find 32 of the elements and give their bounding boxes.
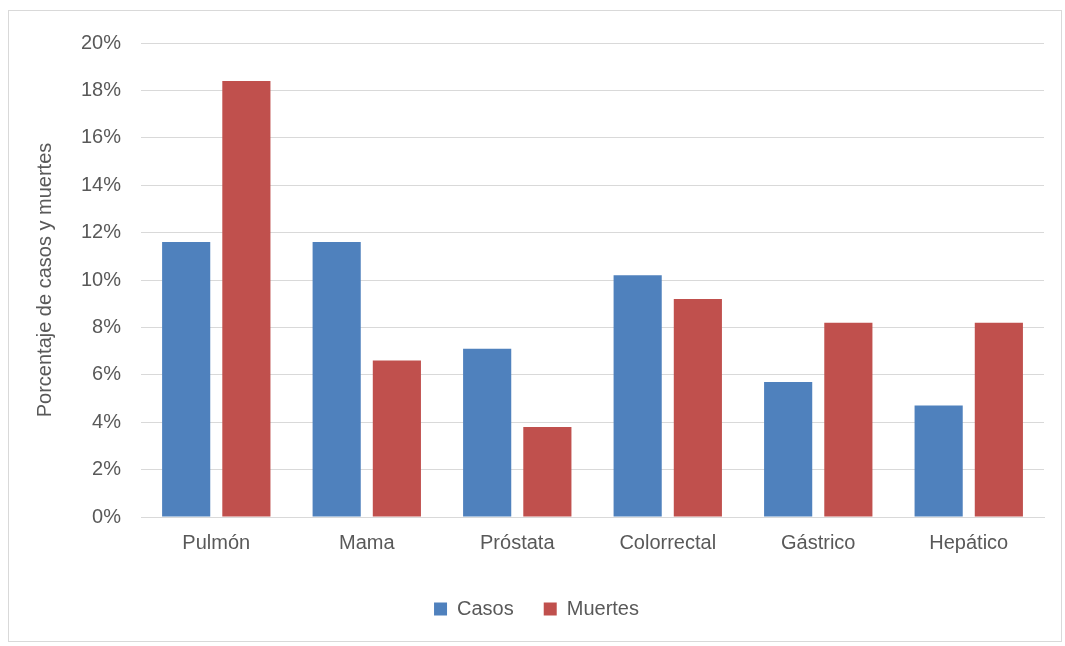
x-tick-label: Hepático — [929, 530, 1009, 553]
y-tick-label: 4% — [92, 409, 122, 432]
bar — [222, 80, 271, 517]
y-tick-label: 18% — [81, 77, 122, 100]
bar — [162, 242, 211, 517]
legend-label: Casos — [457, 596, 514, 619]
x-tick-label: Mama — [338, 530, 396, 553]
y-tick-label: 8% — [92, 314, 122, 337]
y-tick-label: 2% — [92, 457, 122, 480]
bar — [673, 298, 722, 517]
bar — [312, 242, 361, 517]
x-tick-label: Gástrico — [781, 530, 856, 553]
x-tick-label: Próstata — [480, 530, 556, 553]
y-tick-label: 0% — [92, 504, 122, 527]
legend-label: Muertes — [566, 596, 639, 619]
y-tick-label: 12% — [81, 220, 122, 243]
bar — [463, 348, 512, 517]
bar — [824, 322, 873, 517]
y-tick-label: 14% — [81, 172, 122, 195]
bar — [914, 405, 963, 517]
y-tick-label: 6% — [92, 362, 122, 385]
y-tick-label: 20% — [81, 30, 122, 53]
bar — [523, 426, 572, 517]
x-tick-label: Pulmón — [182, 530, 251, 553]
y-tick-label: 16% — [81, 125, 122, 148]
bar — [372, 360, 421, 517]
bar — [974, 322, 1023, 517]
y-tick-label: 10% — [81, 267, 122, 290]
x-tick-label: Colorrectal — [619, 530, 717, 553]
bar — [764, 381, 813, 517]
bar — [613, 275, 662, 517]
y-axis-title: Porcentaje de casos y muertes — [32, 142, 55, 418]
